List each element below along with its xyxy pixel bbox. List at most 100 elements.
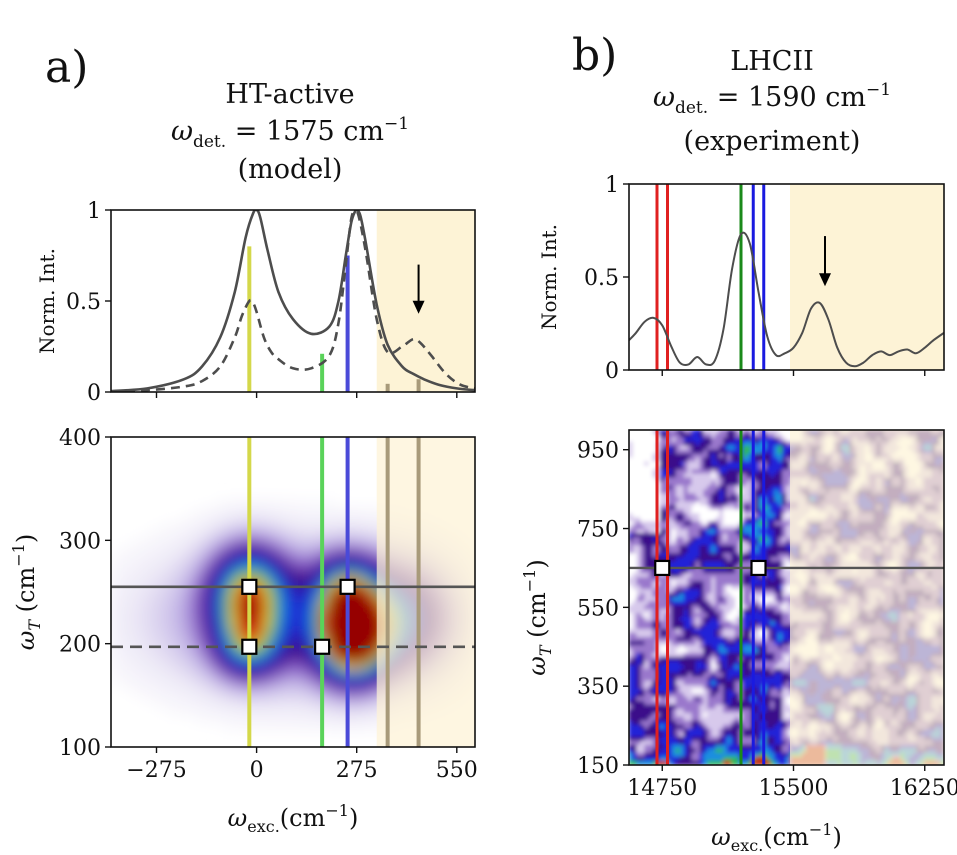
- b-map-cell: [629, 684, 634, 690]
- b-map-cell: [754, 529, 760, 535]
- a-map-cell: [355, 529, 364, 539]
- b-map-cell: [629, 505, 634, 511]
- b-map-cell: [683, 732, 689, 738]
- b-map-cell: [648, 728, 654, 734]
- b-map-cell: [707, 684, 713, 690]
- b-map-cell: [695, 692, 701, 698]
- b-map-cell: [636, 724, 642, 730]
- a-map-cell: [334, 614, 343, 624]
- b-map-cell: [707, 704, 713, 710]
- b-map-cell: [632, 573, 638, 578]
- b-map-cell: [648, 505, 654, 511]
- b-map-cell: [711, 676, 717, 682]
- b-map-cell: [695, 736, 701, 742]
- a-map-cell: [124, 599, 133, 608]
- b-map-cell: [652, 577, 657, 582]
- b-map-cell: [774, 517, 780, 523]
- b-map-cell: [683, 481, 689, 487]
- b-map-cell: [648, 581, 654, 586]
- b-map-cell: [652, 617, 657, 622]
- b-map-cell: [671, 493, 677, 499]
- b-map-cell: [727, 541, 732, 547]
- a-map-cell: [278, 545, 287, 554]
- b-map-cell: [754, 680, 760, 686]
- b-map-cell: [667, 485, 673, 491]
- a-map-cell: [180, 521, 189, 531]
- b-map-cell: [723, 652, 728, 658]
- b-map-cell: [695, 509, 701, 515]
- a-map-cell: [166, 529, 175, 539]
- b-map-cell: [699, 672, 705, 678]
- b-map-cell: [715, 692, 720, 698]
- b-map-cell: [636, 732, 642, 738]
- b-map-cell: [711, 461, 717, 467]
- b-map-cell: [636, 505, 642, 511]
- b-map-cell: [636, 537, 642, 543]
- a-map-cell: [222, 560, 231, 570]
- b-map-cell: [671, 728, 677, 734]
- b-map-cell: [723, 605, 728, 610]
- a-map-shaded-region: [376, 437, 475, 747]
- b-map-cell: [770, 457, 776, 463]
- b-map-cell: [715, 469, 720, 475]
- b-map-cell: [778, 533, 783, 539]
- b-map-cell: [691, 648, 697, 654]
- b-map-cell: [730, 509, 736, 515]
- a-map-cell: [313, 661, 322, 670]
- b-map-cell: [711, 640, 717, 646]
- b-map-cell: [703, 441, 709, 447]
- b-map-cell: [727, 553, 732, 559]
- b-map-cell: [719, 529, 724, 535]
- b-map-cell: [640, 680, 646, 686]
- b-map-cell: [766, 700, 772, 706]
- b-map-cell: [648, 577, 654, 582]
- b-map-cell: [774, 445, 780, 451]
- b-map-cell: [727, 744, 732, 750]
- b-map-cell: [629, 644, 634, 650]
- b-map-cell: [707, 660, 713, 666]
- b-map-cell: [629, 625, 634, 630]
- b-map-cell: [742, 736, 748, 742]
- b-map-cell: [707, 740, 713, 746]
- b-map-cell: [711, 648, 717, 654]
- b-map-cell: [660, 533, 665, 539]
- a-map-cell: [292, 591, 301, 601]
- b-map-cell: [703, 569, 709, 574]
- b-map-cell: [758, 629, 764, 634]
- a-map-cell: [327, 552, 336, 562]
- b-map-cell: [707, 676, 713, 682]
- b-map-cell: [707, 629, 713, 634]
- a-map-cell: [334, 622, 343, 632]
- a-map-frame: [110, 436, 476, 748]
- b-map-cell: [683, 545, 689, 551]
- b-map-cell: [734, 437, 740, 443]
- b-map-cell: [667, 660, 673, 666]
- b-map-cell: [719, 485, 724, 491]
- b-map-cell: [746, 672, 752, 678]
- b-map-cell: [754, 660, 760, 666]
- b-map-cell: [667, 553, 673, 559]
- b-map-cell: [640, 537, 646, 543]
- a-map-cell: [166, 568, 175, 577]
- b-map-cell: [754, 577, 760, 582]
- b-map-cell: [683, 593, 689, 598]
- b-map-cell: [758, 493, 764, 499]
- a-map-cell: [327, 723, 336, 732]
- b-map-cell: [640, 593, 646, 598]
- b-map-cell: [640, 597, 646, 602]
- b-map-cell: [679, 461, 685, 467]
- a-map-cell: [362, 630, 371, 639]
- b-map-cell: [691, 632, 697, 638]
- a-map-cell: [215, 514, 224, 523]
- b-map-cell: [703, 593, 709, 598]
- b-map-cell: [719, 740, 724, 746]
- b-map-cell: [770, 577, 776, 582]
- b-map-cell: [679, 724, 685, 730]
- b-map-cell: [742, 644, 748, 650]
- b-map-cell: [766, 672, 772, 678]
- b-map-cell: [730, 712, 736, 718]
- b-map-cell: [632, 668, 638, 674]
- b-map-cell: [652, 684, 657, 690]
- b-map-cell: [656, 676, 661, 682]
- a-map-cell: [124, 669, 133, 678]
